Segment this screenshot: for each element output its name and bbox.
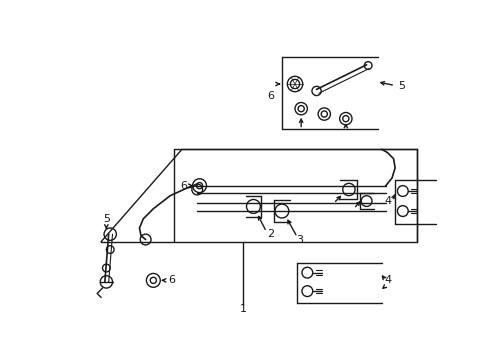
Text: 6: 6	[169, 275, 176, 285]
Text: 5: 5	[398, 81, 405, 91]
Text: 1: 1	[240, 304, 247, 314]
Text: 2: 2	[267, 229, 274, 239]
Text: 4: 4	[385, 196, 392, 206]
Text: 3: 3	[296, 235, 303, 244]
Text: 4: 4	[384, 275, 392, 285]
Text: 5: 5	[103, 214, 110, 224]
Text: 6: 6	[180, 181, 187, 191]
Text: 6: 6	[268, 91, 274, 100]
